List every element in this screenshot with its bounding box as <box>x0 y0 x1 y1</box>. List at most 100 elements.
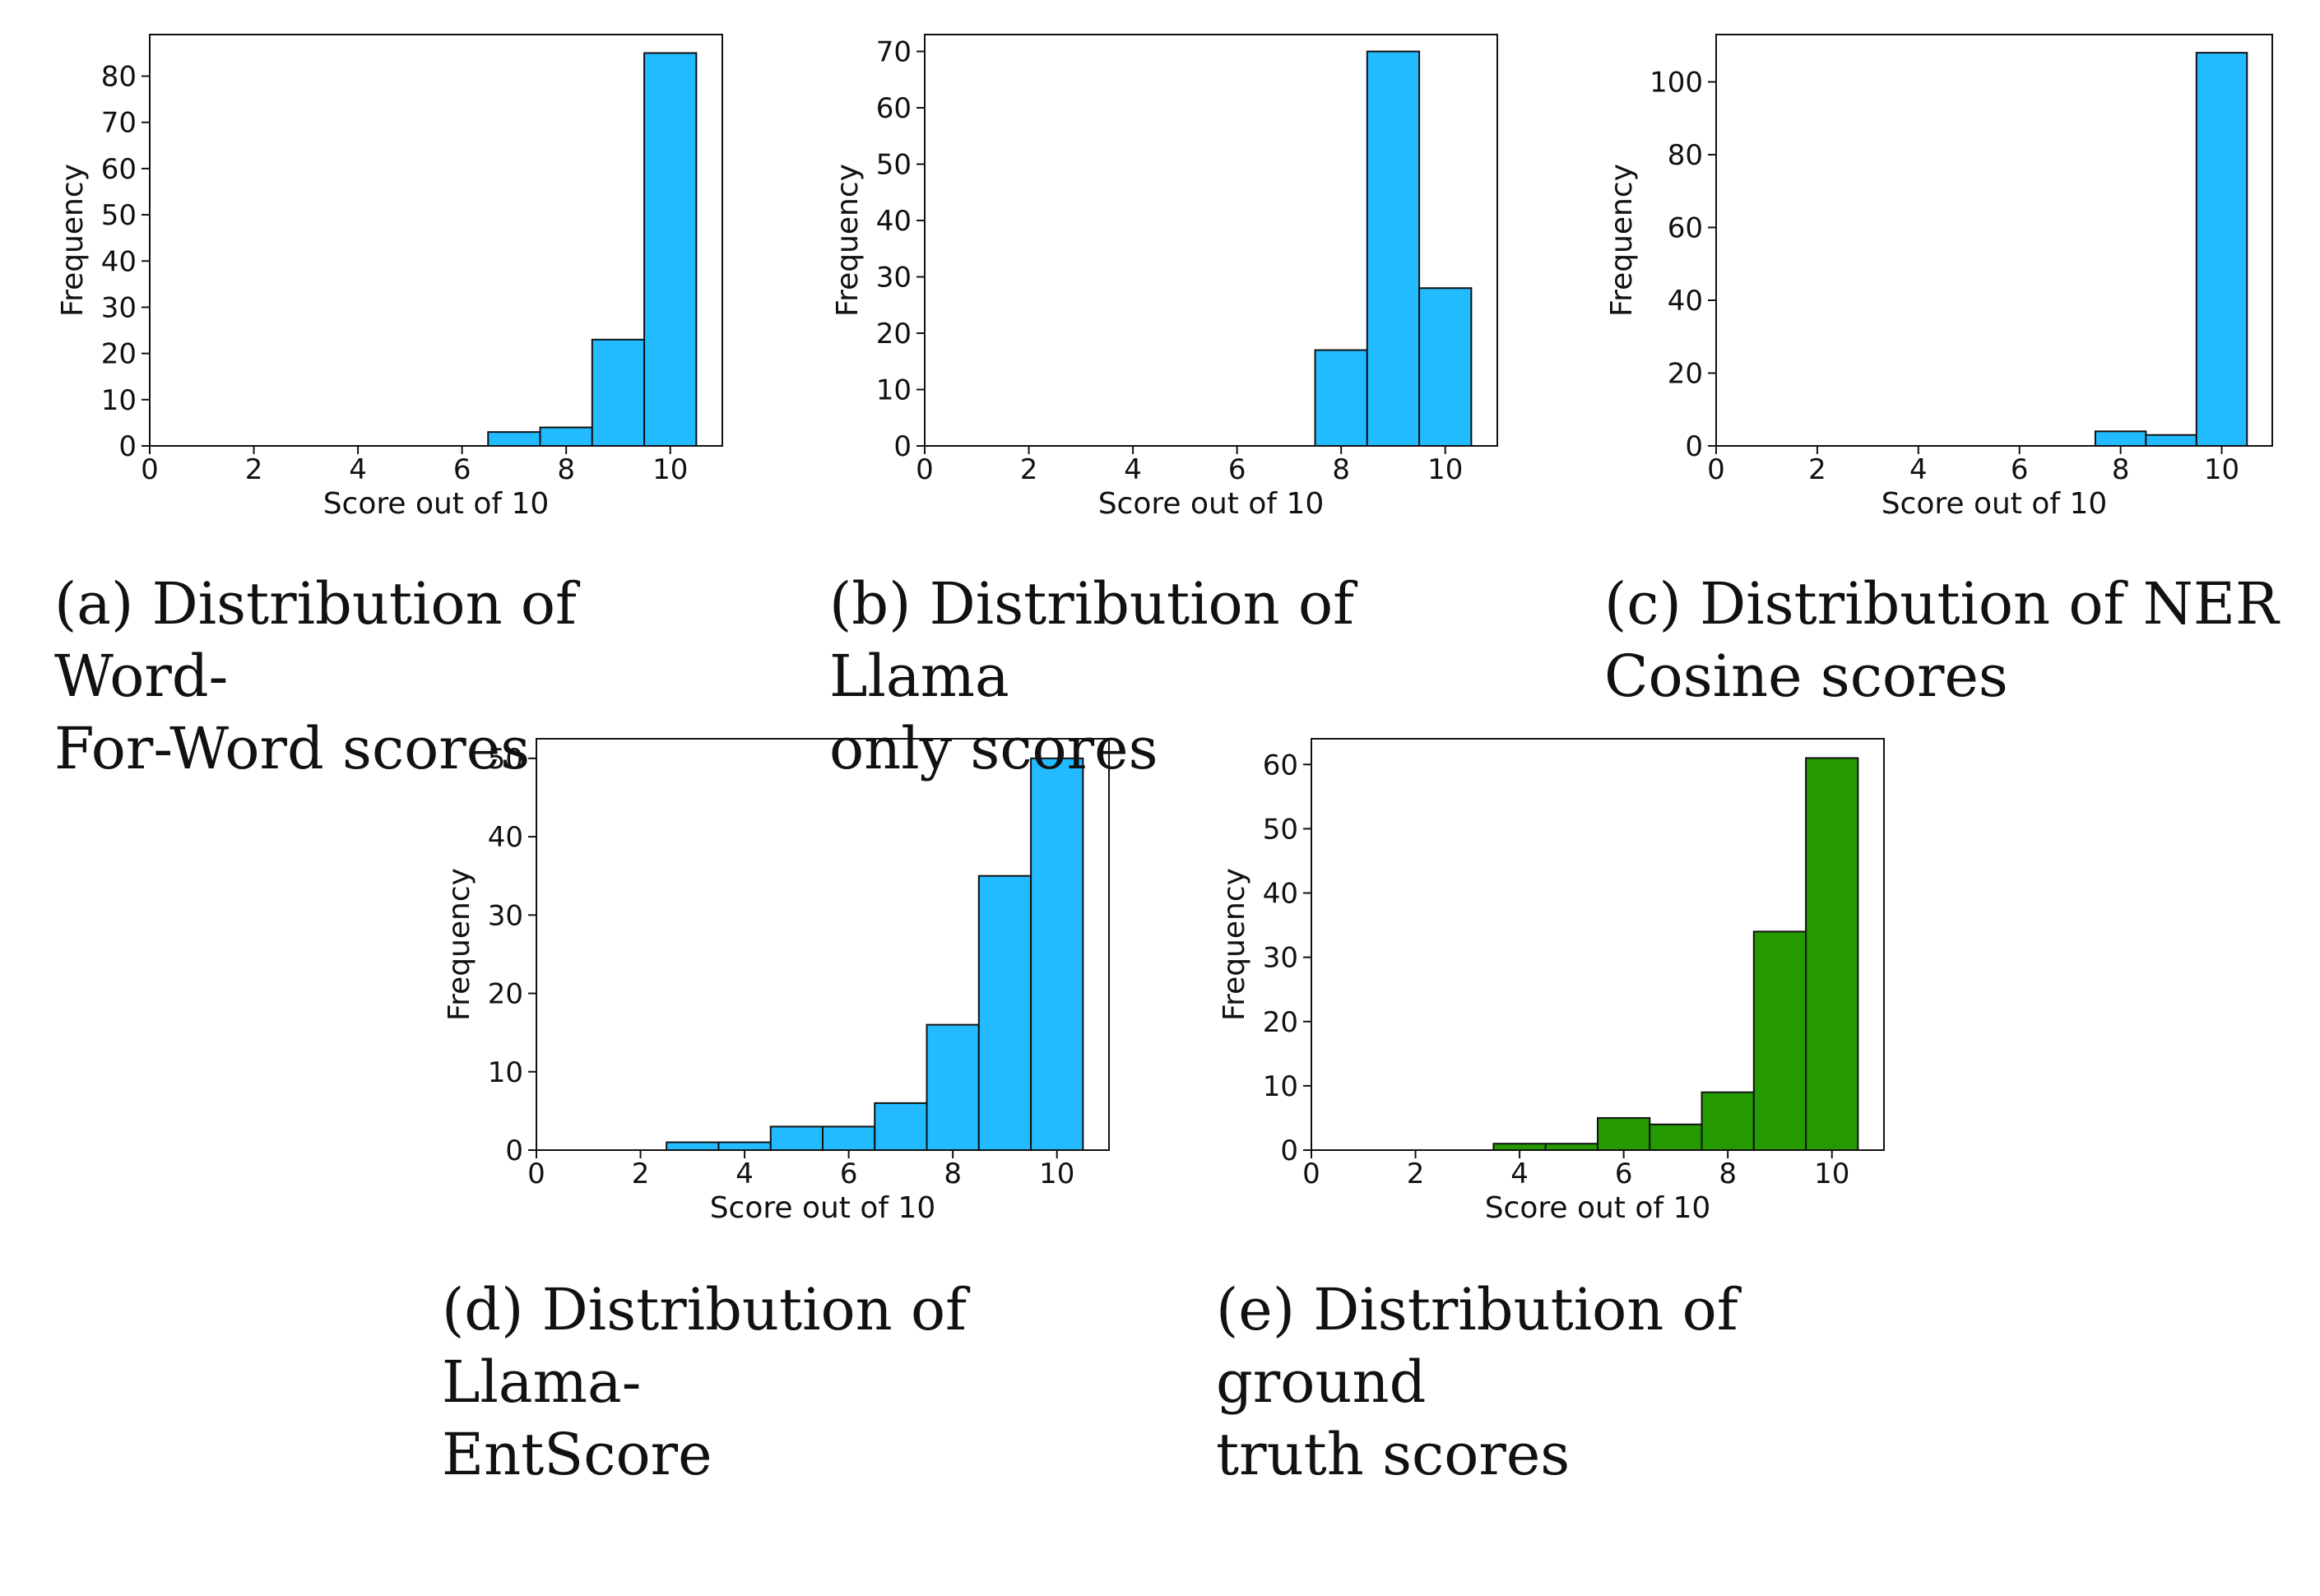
chart-b-ytick-label-50: 50 <box>876 149 912 182</box>
chart-a-xlabel: Score out of 10 <box>323 487 550 521</box>
chart-d-bar-10 <box>1030 757 1084 1151</box>
chart-a-bar-9 <box>591 338 646 448</box>
chart-b-xtick-label-4: 4 <box>1124 453 1142 486</box>
chart-e-xtick-label-0: 0 <box>1302 1158 1320 1190</box>
chart-a-bar-7 <box>487 431 541 447</box>
chart-d-ytick-label-10: 10 <box>488 1056 523 1089</box>
chart-a-xtick-label-2: 2 <box>245 453 263 486</box>
chart-b-xtick-label-6: 6 <box>1228 453 1246 486</box>
chart-c-xlabel: Score out of 10 <box>1882 487 2108 521</box>
caption-a-line1: (a) Distribution of Word- <box>54 570 577 710</box>
chart-d-bar-5 <box>769 1125 824 1152</box>
chart-c-ytick-label-0: 0 <box>1685 430 1703 463</box>
chart-e-ytick-label-40: 40 <box>1263 878 1298 911</box>
chart-c-xtick-label-0: 0 <box>1707 453 1725 486</box>
chart-c-frame <box>1715 34 2273 447</box>
chart-d-frame <box>536 738 1110 1151</box>
chart-e-ytick-label-50: 50 <box>1263 813 1298 846</box>
chart-b-ytick-label-70: 70 <box>876 36 912 69</box>
chart-c-xtick-label-6: 6 <box>2011 453 2029 486</box>
chart-d: 0 2 4 6 8 10 0 10 20 30 40 50 Score out of 10 Frequen… <box>443 738 1110 1225</box>
chart-e-ytick-label-20: 20 <box>1263 1006 1298 1039</box>
chart-d-xtick-label-6: 6 <box>840 1158 858 1190</box>
chart-d-ytick-label-0: 0 <box>505 1134 523 1167</box>
chart-a-bar-10 <box>643 52 698 447</box>
chart-a-xtick-label-6: 6 <box>453 453 471 486</box>
chart-e-xtick-label-2: 2 <box>1407 1158 1425 1190</box>
caption-b-line2: only scores <box>829 715 1158 782</box>
chart-b-ylabel: Frequency <box>831 164 865 317</box>
chart-d-ylabel: Frequency <box>443 868 476 1021</box>
chart-d-xlabel: Score out of 10 <box>710 1191 936 1225</box>
chart-e-xtick-label-4: 4 <box>1510 1158 1529 1190</box>
chart-b-bar-9 <box>1366 50 1421 448</box>
chart-e-ytick-label-0: 0 <box>1280 1134 1298 1167</box>
chart-a-ytick-label-40: 40 <box>101 245 137 278</box>
chart-a-xtick-label-10: 10 <box>652 453 688 486</box>
chart-a-ytick-label-20: 20 <box>101 338 137 371</box>
chart-e-ylabel: Frequency <box>1218 868 1251 1021</box>
chart-b-xtick-label-2: 2 <box>1020 453 1038 486</box>
chart-a-ytick-label-60: 60 <box>101 153 137 186</box>
chart-a-ytick-label-80: 80 <box>101 61 137 94</box>
caption-e-line2: truth scores <box>1216 1421 1571 1488</box>
chart-e-bar-5 <box>1544 1143 1599 1151</box>
chart-e-bar-4 <box>1492 1143 1547 1151</box>
chart-b-bar-8 <box>1314 349 1368 447</box>
chart-a-bar-8 <box>539 426 593 447</box>
caption-c-line1: (c) Distribution of NER <box>1604 570 2279 638</box>
caption-a-line2: For-Word scores <box>54 715 531 782</box>
caption-d: (d) Distribution of Llama- EntScore <box>442 1274 1133 1491</box>
chart-d-bar-6 <box>822 1125 876 1152</box>
chart-c-ytick-label-100: 100 <box>1650 67 1703 100</box>
chart-a-ytick-label-0: 0 <box>118 430 137 463</box>
chart-c-bar-9 <box>2145 434 2197 447</box>
chart-d-ytick-label-40: 40 <box>488 821 523 854</box>
chart-b-ytick-label-0: 0 <box>893 430 912 463</box>
caption-d-line1: (d) Distribution of Llama- <box>442 1276 967 1416</box>
chart-e: 0 2 4 6 8 10 0 10 20 30 40 50 60 Score out of 10 Frequ… <box>1218 738 1885 1225</box>
chart-a-ytick-label-10: 10 <box>101 384 137 417</box>
chart-c-ylabel: Frequency <box>1605 164 1639 317</box>
caption-d-line2: EntScore <box>442 1421 712 1488</box>
chart-c-xtick-label-2: 2 <box>1808 453 1826 486</box>
caption-b: (b) Distribution of Llama only scores <box>829 568 1520 785</box>
chart-e-xtick-label-6: 6 <box>1615 1158 1633 1190</box>
chart-a-xtick-label-0: 0 <box>141 453 159 486</box>
chart-d-ytick-label-30: 30 <box>488 899 523 932</box>
chart-d-xtick-label-10: 10 <box>1039 1158 1074 1190</box>
chart-b-ytick-label-30: 30 <box>876 262 912 295</box>
chart-d-xtick-label-8: 8 <box>944 1158 962 1190</box>
chart-e-frame <box>1311 738 1885 1151</box>
chart-a-xtick-label-4: 4 <box>349 453 367 486</box>
chart-d-ytick-label-50: 50 <box>488 743 523 776</box>
chart-d-bar-8 <box>926 1023 980 1151</box>
chart-a-ylabel: Frequency <box>56 164 90 317</box>
chart-b-ytick-label-40: 40 <box>876 205 912 238</box>
chart-b-ytick-label-20: 20 <box>876 318 912 350</box>
chart-d-xtick-label-0: 0 <box>527 1158 545 1190</box>
chart-e-bar-10 <box>1805 757 1859 1151</box>
chart-b-ytick-label-10: 10 <box>876 374 912 407</box>
chart-c-bar-10 <box>2195 52 2248 447</box>
chart-e-bar-8 <box>1701 1091 1755 1151</box>
chart-a-ytick-label-70: 70 <box>101 107 137 140</box>
chart-a-xtick-label-8: 8 <box>557 453 575 486</box>
chart-e-ytick-label-60: 60 <box>1263 749 1298 782</box>
chart-c-xtick-label-8: 8 <box>2112 453 2130 486</box>
chart-d-xtick-label-4: 4 <box>735 1158 754 1190</box>
chart-e-xtick-label-10: 10 <box>1814 1158 1849 1190</box>
chart-d-bar-9 <box>977 875 1032 1151</box>
chart-c-ytick-label-20: 20 <box>1668 358 1703 391</box>
chart-b-xlabel: Score out of 10 <box>1098 487 1325 521</box>
chart-c-xtick-label-10: 10 <box>2204 453 2239 486</box>
caption-c: (c) Distribution of NER Cosine scores <box>1604 568 2295 712</box>
chart-d-bar-3 <box>666 1141 720 1152</box>
caption-e-line1: (e) Distribution of ground <box>1216 1276 1738 1416</box>
chart-e-xtick-label-8: 8 <box>1719 1158 1737 1190</box>
chart-a-ytick-label-30: 30 <box>101 291 137 324</box>
chart-e-ytick-label-30: 30 <box>1263 942 1298 975</box>
chart-c-ytick-label-60: 60 <box>1668 212 1703 245</box>
